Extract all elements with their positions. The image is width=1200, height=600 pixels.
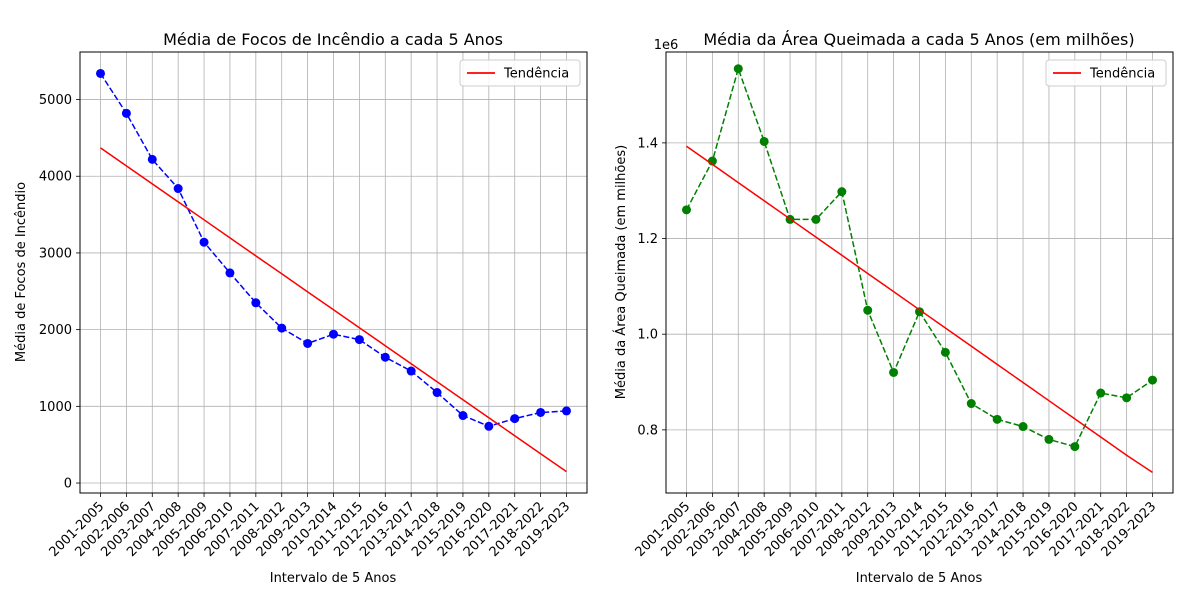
legend: Tendência bbox=[1045, 59, 1167, 87]
y-tick-label: 0.8 bbox=[637, 423, 658, 438]
y-tick-label: 2000 bbox=[39, 323, 72, 338]
legend-label: Tendência bbox=[1089, 67, 1155, 82]
data-point bbox=[1096, 388, 1106, 398]
data-point bbox=[966, 399, 976, 409]
data-point bbox=[96, 68, 105, 78]
data-point bbox=[458, 411, 468, 421]
data-point bbox=[992, 414, 1002, 424]
legend: Tendência bbox=[459, 59, 581, 87]
data-point bbox=[121, 108, 131, 118]
data-point bbox=[759, 136, 769, 146]
trend-line bbox=[686, 145, 1153, 474]
data-point bbox=[173, 184, 183, 194]
data-point bbox=[510, 414, 520, 424]
data-point bbox=[380, 352, 390, 362]
data-point bbox=[811, 214, 821, 224]
data-point bbox=[1148, 375, 1157, 385]
data-point bbox=[562, 406, 571, 416]
y-axis-offset-label: 1e6 bbox=[654, 38, 679, 53]
x-axis-label: Intervalo de 5 Anos bbox=[856, 571, 983, 586]
y-tick-label: 4000 bbox=[39, 170, 72, 185]
legend-box bbox=[459, 59, 581, 87]
data-point bbox=[199, 237, 209, 247]
legend-label: Tendência bbox=[503, 67, 569, 82]
data-point bbox=[940, 347, 950, 357]
y-tick-label: 1.4 bbox=[637, 136, 658, 151]
data-point bbox=[837, 187, 847, 197]
y-axis-label: Média de Focos de Incêndio bbox=[14, 182, 29, 362]
axes-frame bbox=[665, 51, 1174, 494]
data-point bbox=[406, 366, 416, 376]
axes-frame bbox=[79, 51, 588, 494]
data-point bbox=[915, 307, 924, 317]
y-tick-label: 3000 bbox=[39, 246, 72, 261]
data-point bbox=[733, 64, 743, 74]
data-point bbox=[1070, 442, 1080, 452]
y-tick-label: 1.0 bbox=[637, 328, 658, 343]
data-point bbox=[536, 407, 546, 417]
data-point bbox=[1018, 422, 1028, 432]
x-axis-label: Intervalo de 5 Anos bbox=[270, 571, 397, 586]
y-axis-label: Média da Área Queimada (em milhões) bbox=[613, 145, 629, 399]
data-point bbox=[354, 335, 364, 345]
data-point bbox=[1122, 393, 1132, 403]
data-point bbox=[682, 205, 691, 215]
y-tick-label: 0 bbox=[64, 477, 72, 492]
data-point bbox=[147, 154, 157, 164]
trend-line bbox=[100, 147, 567, 473]
data-point bbox=[484, 421, 494, 431]
data-point bbox=[303, 338, 313, 348]
data-point bbox=[889, 367, 899, 377]
chart-title: Média da Área Queimada a cada 5 Anos (em… bbox=[703, 30, 1134, 49]
y-tick-label: 5000 bbox=[39, 93, 72, 108]
chart-title: Média de Focos de Incêndio a cada 5 Anos bbox=[163, 30, 503, 49]
y-tick-label: 1000 bbox=[39, 400, 72, 415]
data-point bbox=[251, 298, 261, 308]
data-point bbox=[329, 329, 338, 339]
data-point bbox=[432, 388, 442, 398]
legend-box bbox=[1045, 59, 1167, 87]
data-point bbox=[863, 305, 873, 315]
data-point bbox=[1044, 434, 1054, 444]
data-point bbox=[277, 323, 287, 333]
y-tick-label: 1.2 bbox=[637, 232, 658, 247]
data-point bbox=[225, 268, 235, 278]
